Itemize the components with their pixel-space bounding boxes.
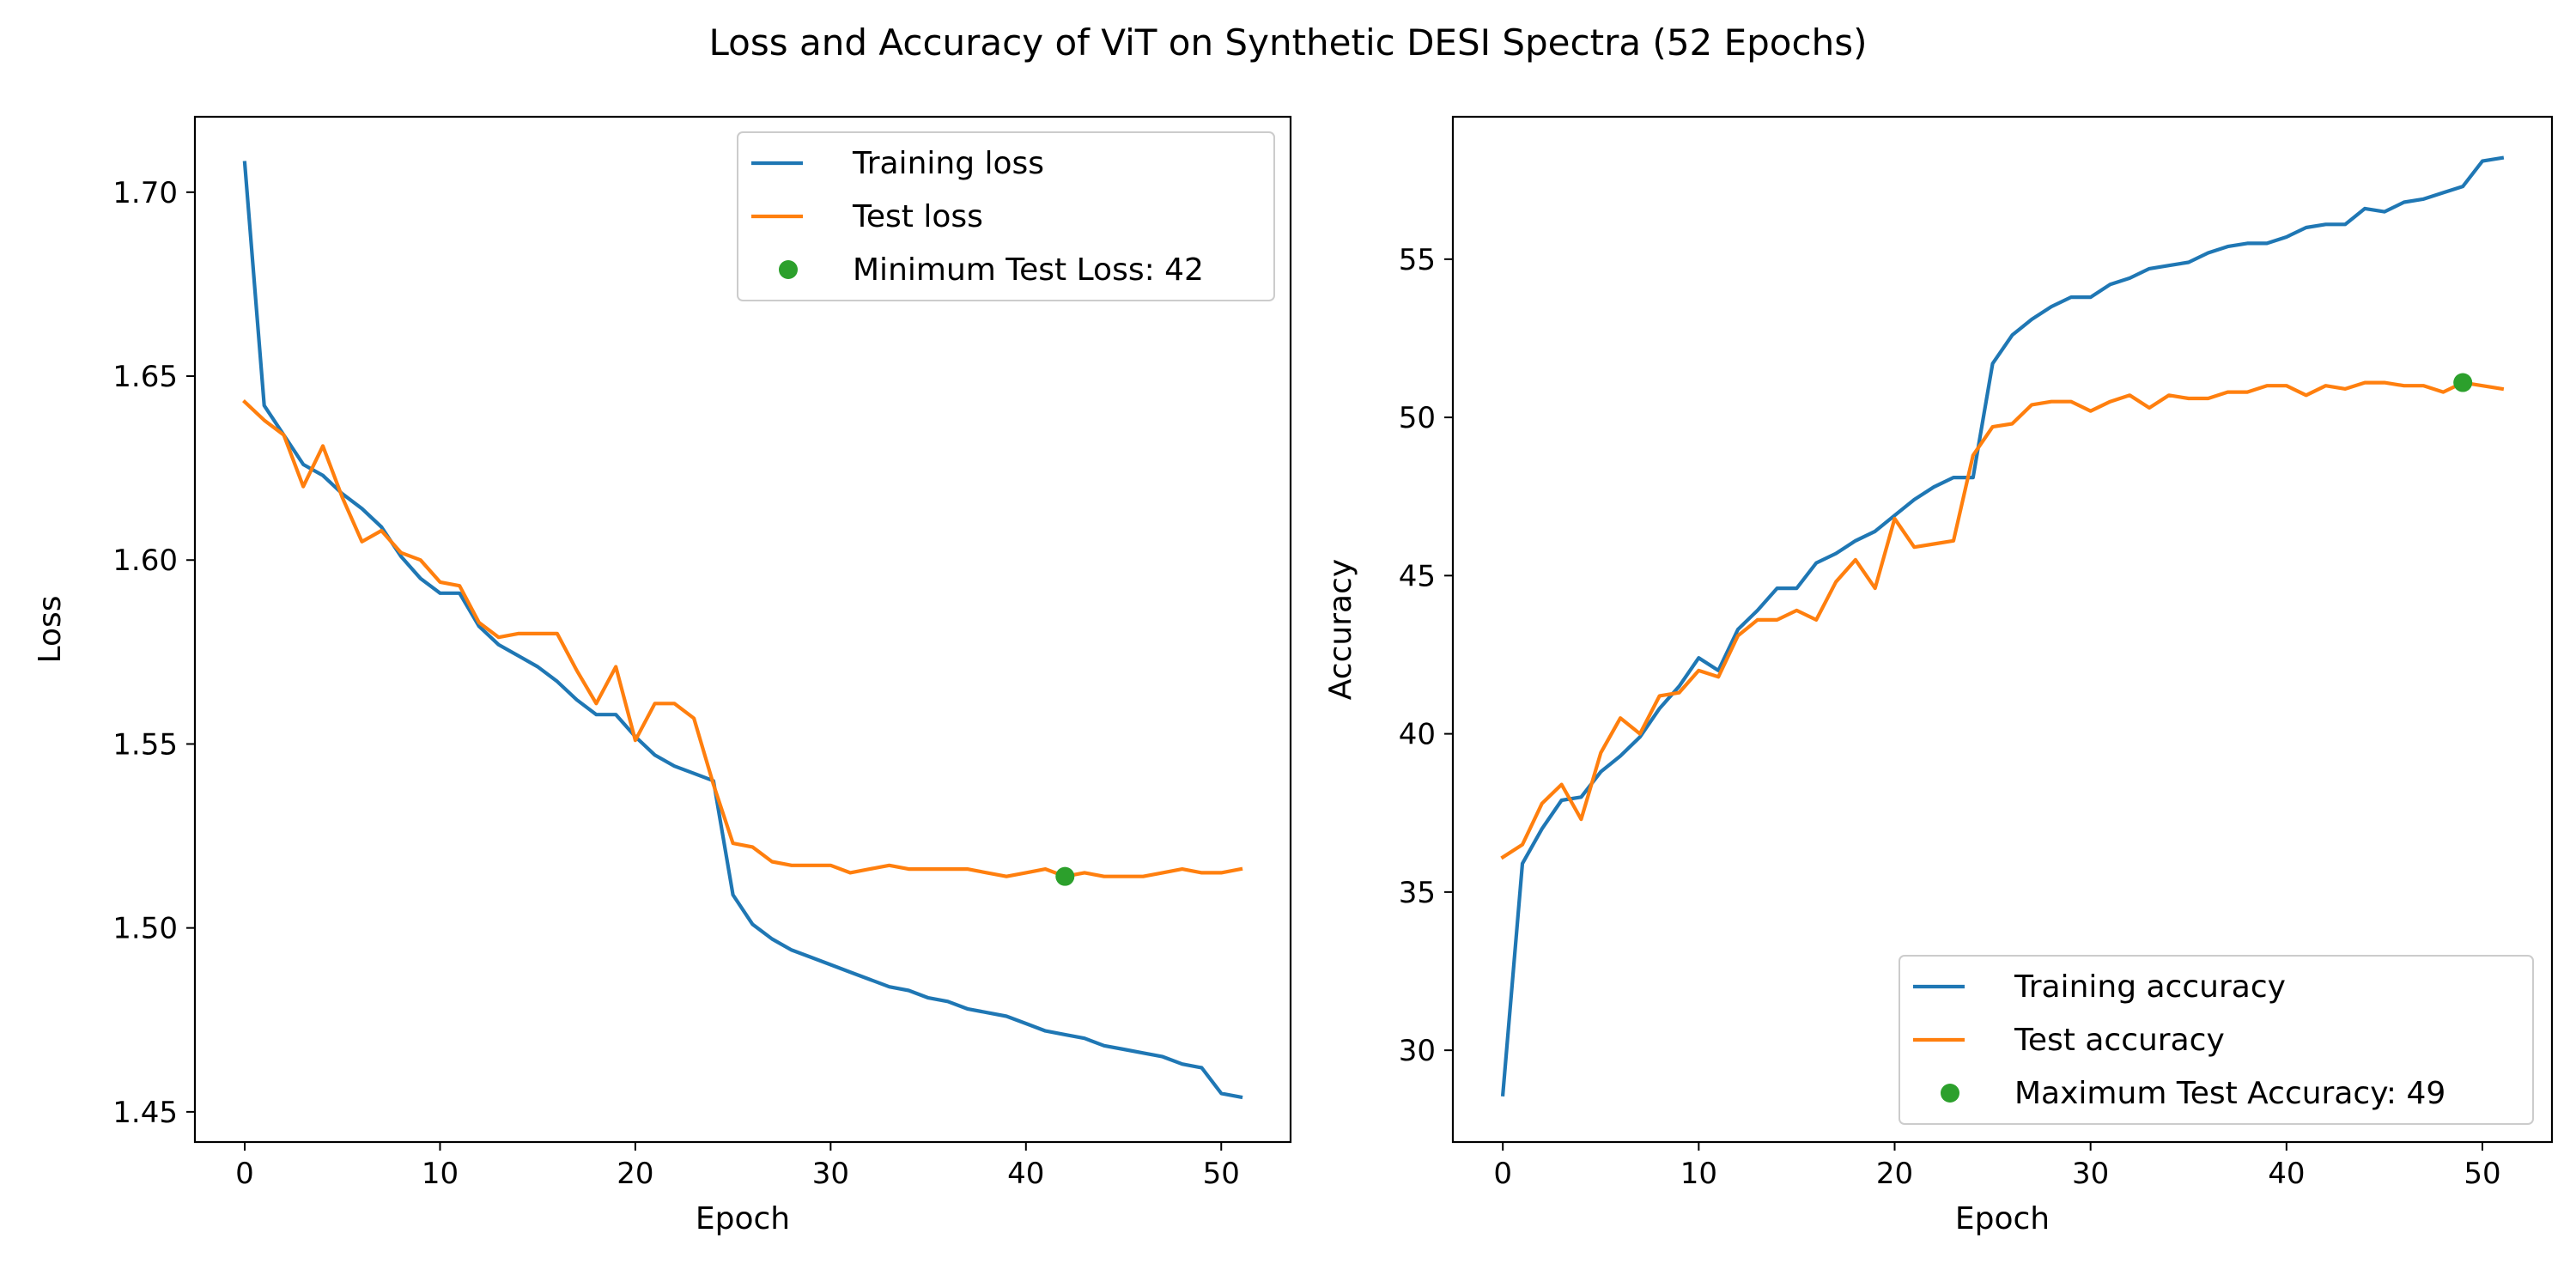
x-tick-label: 20 xyxy=(1876,1157,1913,1191)
legend-label-training: Training loss xyxy=(852,146,1044,181)
legend: Training loss Test loss Minimum Test Loss:… xyxy=(737,131,1275,301)
legend: Training accuracy Test accuracy Maximum Te… xyxy=(1899,955,2534,1125)
highlight-marker-point xyxy=(2453,373,2473,392)
y-tick-label: 1.70 xyxy=(112,176,178,210)
y-tick-label: 1.45 xyxy=(112,1096,178,1130)
y-tick-label: 1.50 xyxy=(112,912,178,946)
y-tick-label: 1.60 xyxy=(112,544,178,578)
series-line-training xyxy=(1500,155,2505,1097)
y-axis-label: Accuracy xyxy=(1323,559,1358,700)
x-tick-label: 10 xyxy=(422,1157,459,1191)
x-tick-label: 50 xyxy=(2464,1157,2500,1191)
legend-label-marker: Maximum Test Accuracy: 49 xyxy=(2014,1076,2445,1111)
series-line-training xyxy=(242,161,1243,1100)
legend-box xyxy=(1899,955,2534,1125)
legend-label-test: Test loss xyxy=(852,199,983,234)
legend-swatch-marker xyxy=(779,260,798,279)
x-tick-label: 0 xyxy=(235,1157,254,1191)
y-tick-label: 1.55 xyxy=(112,727,178,762)
y-tick-label: 45 xyxy=(1399,559,1436,593)
x-tick-label: 20 xyxy=(617,1157,653,1191)
x-axis-label: Epoch xyxy=(696,1201,790,1236)
x-tick-label: 0 xyxy=(1493,1157,1512,1191)
y-tick-label: 35 xyxy=(1399,876,1436,910)
x-axis-label: Epoch xyxy=(1955,1201,2050,1236)
legend-label-marker: Minimum Test Loss: 42 xyxy=(853,252,1204,288)
y-tick-label: 55 xyxy=(1399,243,1436,277)
series-line-test xyxy=(242,399,1243,878)
x-tick-label: 40 xyxy=(2268,1157,2305,1191)
legend-label-training: Training accuracy xyxy=(2014,969,2286,1005)
highlight-marker-point xyxy=(1055,866,1075,886)
legend-label-test: Test accuracy xyxy=(2014,1023,2225,1058)
y-tick-label: 40 xyxy=(1399,718,1436,752)
figure-title: Loss and Accuracy of ViT on Synthetic DE… xyxy=(709,21,1868,64)
legend-swatch-marker xyxy=(1941,1084,1959,1103)
chart-panel-1: 0 10 20 30 40 50 30 35 40 45 50 55 Epoch Accuracy Trai… xyxy=(1323,115,2554,1236)
x-tick-label: 40 xyxy=(1007,1157,1044,1191)
chart-panel-0: 0 10 20 30 40 50 1.45 1.50 1.55 1.60 1.65 1.70 Epoch… xyxy=(33,115,1292,1236)
x-tick-label: 30 xyxy=(812,1157,849,1191)
series-line-test xyxy=(1500,380,2505,860)
y-tick-label: 30 xyxy=(1399,1034,1436,1068)
y-tick-label: 1.65 xyxy=(112,360,178,394)
legend-box xyxy=(737,131,1275,301)
x-tick-label: 10 xyxy=(1680,1157,1717,1191)
x-tick-label: 50 xyxy=(1203,1157,1240,1191)
x-tick-label: 30 xyxy=(2072,1157,2109,1191)
y-tick-label: 50 xyxy=(1399,401,1436,435)
y-axis-label: Loss xyxy=(33,596,68,664)
